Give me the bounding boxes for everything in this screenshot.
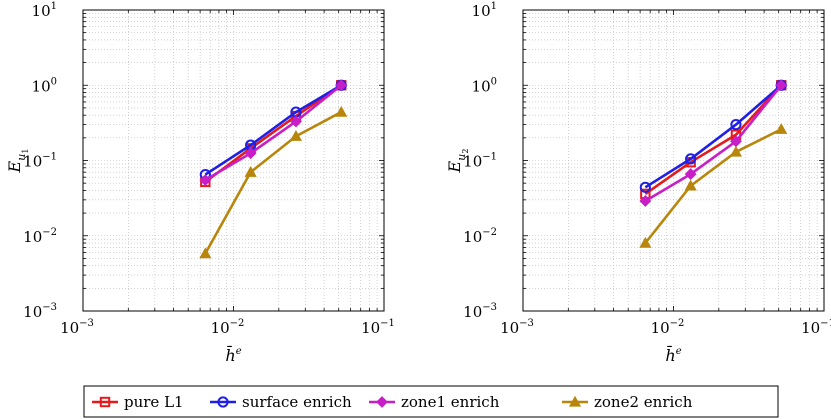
series-line: [644, 84, 783, 195]
data-point: [244, 165, 257, 177]
legend-entry: zone1 enrich: [369, 393, 500, 411]
x-axis-title: h̄e: [665, 344, 681, 365]
y-tick-label: 10−3: [463, 302, 497, 321]
legend-label: zone1 enrich: [401, 393, 500, 411]
y-tick-label: 10−2: [23, 227, 57, 246]
y-tick-label: 101: [472, 1, 497, 20]
x-tick-label: 10−3: [500, 318, 534, 337]
legend-marker: [376, 396, 388, 408]
y-tick-label: 10−1: [23, 152, 57, 171]
series-line: [204, 84, 342, 176]
series-surface-enrich: [199, 79, 347, 181]
x-tick-label: 10−1: [801, 318, 831, 337]
data-point: [639, 181, 651, 193]
data-point: [199, 247, 212, 259]
x-axis-title: h̄e: [225, 344, 241, 365]
data-point: [244, 147, 257, 160]
y-axis-title: Eu2: [445, 149, 470, 174]
y-tick-label: 101: [32, 1, 57, 20]
data-point: [639, 236, 652, 248]
y-axis-title: Eu1: [5, 149, 30, 174]
data-point: [289, 130, 303, 141]
grid-lines: [523, 10, 824, 311]
y-tick-label: 100: [472, 76, 497, 95]
data-point: [775, 123, 788, 134]
data-point: [729, 145, 743, 157]
series-zone2-enrich: [639, 123, 788, 248]
data-point: [290, 115, 302, 128]
data-point: [684, 168, 697, 180]
data-point: [199, 174, 212, 186]
data-point: [335, 79, 348, 92]
data-point: [335, 105, 348, 117]
series-line: [644, 128, 782, 244]
series-line: [204, 84, 343, 182]
data-point: [730, 118, 742, 131]
x-tick-label: 10−2: [651, 318, 685, 337]
chart-panel-2: 10−3 10−2 10−1 10−3 10−2 10−1 100 101 h̄e Eu2: [445, 1, 831, 365]
series-zone1-enrich: [639, 79, 788, 207]
y-tick-label: 100: [32, 76, 57, 95]
series-line: [644, 84, 783, 189]
legend-marker: [217, 396, 229, 408]
legend-entry: pure L1: [92, 393, 184, 411]
series-line: [644, 84, 783, 203]
legend: pure L1 surface enrich zone1 enrich zone2 e…: [83, 385, 779, 418]
x-tick-label: 10−2: [211, 318, 245, 337]
data-point: [685, 153, 697, 165]
y-tick-label: 10−3: [23, 302, 57, 321]
y-tick-label: 10−2: [463, 227, 497, 246]
series-zone2-enrich: [199, 105, 348, 259]
data-point: [639, 195, 652, 207]
legend-box: [83, 385, 779, 418]
data-point: [775, 79, 788, 92]
legend-marker: [568, 395, 582, 407]
legend-label: surface enrich: [242, 393, 352, 411]
legend-entry: surface enrich: [210, 393, 352, 411]
chart-panel-1: 10−3 10−2 10−1 10−3 10−2 10−1 100 101 h̄e Eu1: [5, 1, 395, 365]
series-line: [204, 110, 342, 255]
legend-label: zone2 enrich: [594, 393, 693, 411]
y-tick-label: 10−1: [463, 152, 497, 171]
x-tick-label: 10−1: [361, 318, 395, 337]
series-zone1-enrich: [199, 79, 348, 186]
data-point: [684, 179, 697, 191]
legend-label: pure L1: [124, 393, 184, 411]
x-tick-label: 10−3: [60, 318, 94, 337]
legend-entry: zone2 enrich: [562, 393, 693, 411]
legend-marker: [99, 396, 111, 408]
